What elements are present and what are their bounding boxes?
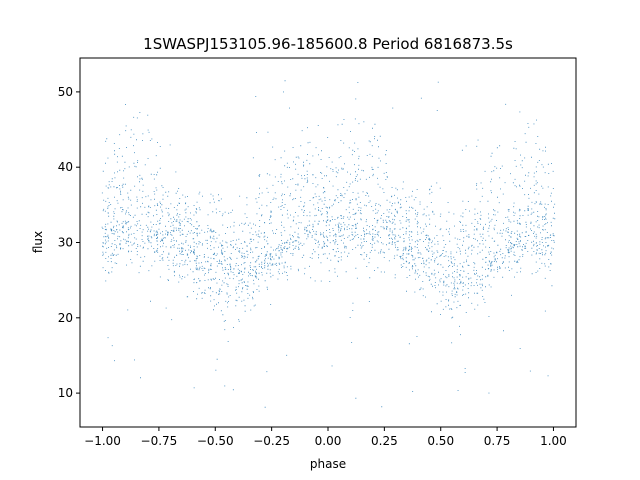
y-axis-ticks: 10 20 30 40 50 <box>58 85 80 400</box>
chart-title: 1SWASPJ153105.96-185600.8 Period 6816873… <box>143 35 513 53</box>
x-tick-label: −0.75 <box>141 434 178 448</box>
x-tick-label: −0.50 <box>197 434 234 448</box>
x-tick-label: −0.25 <box>253 434 290 448</box>
x-tick-label: 0.75 <box>484 434 511 448</box>
x-tick-label: 0.50 <box>427 434 454 448</box>
y-tick-label: 10 <box>58 386 73 400</box>
data-point-cloud <box>101 80 556 408</box>
scatter-points <box>101 80 556 408</box>
y-axis-label: flux <box>31 231 45 253</box>
plot-frame <box>79 57 577 428</box>
x-axis-ticks: −1.00 −0.75 −0.50 −0.25 0.00 0.25 0.50 0.75 1.00 <box>84 427 567 448</box>
x-tick-label: 0.00 <box>315 434 342 448</box>
x-tick-label: 0.25 <box>371 434 398 448</box>
y-tick-label: 50 <box>58 85 73 99</box>
y-tick-label: 20 <box>58 311 73 325</box>
x-tick-label: −1.00 <box>84 434 121 448</box>
x-axis-label: phase <box>310 457 346 471</box>
y-tick-label: 30 <box>58 236 73 250</box>
x-tick-label: 1.00 <box>540 434 567 448</box>
y-tick-label: 40 <box>58 160 73 174</box>
